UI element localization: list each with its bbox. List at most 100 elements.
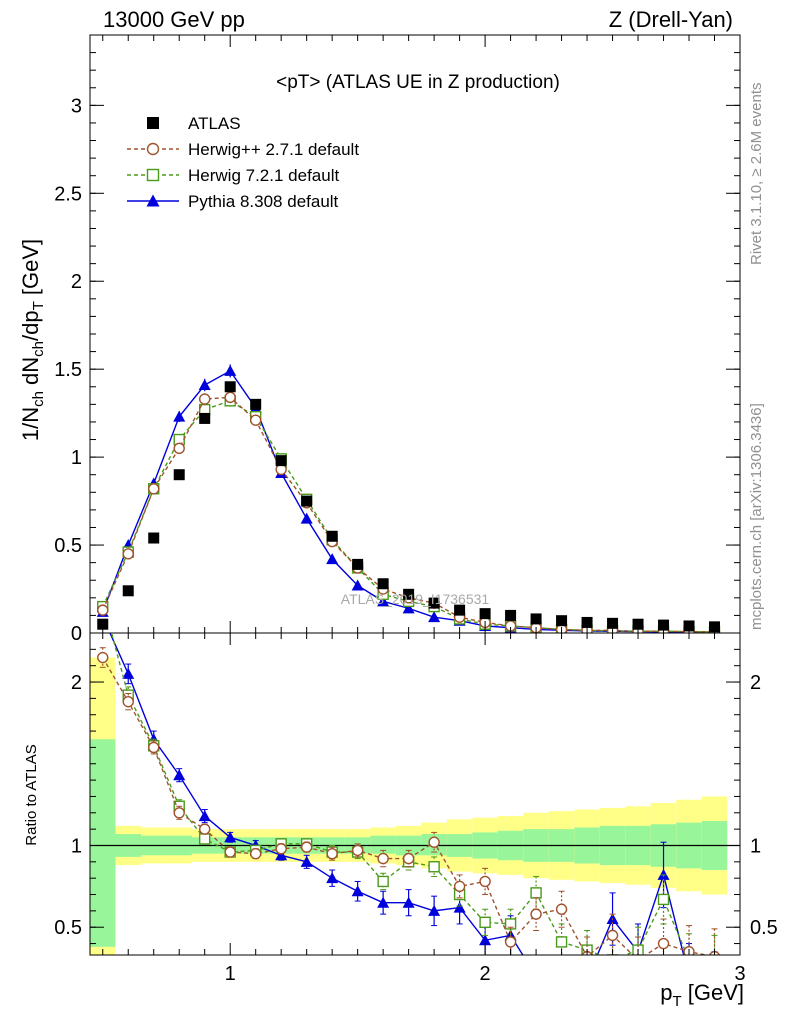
data-point	[224, 391, 236, 404]
data-point	[556, 615, 568, 627]
legend-label: Herwig 7.2.1 default	[188, 166, 339, 185]
ratio-point	[635, 954, 641, 955]
data-point	[581, 616, 593, 628]
ratio-point	[428, 861, 440, 873]
ratio-point	[275, 849, 288, 861]
ratio-point	[122, 695, 134, 708]
data-point	[351, 579, 364, 591]
main-ylabel-sub2: ch	[30, 341, 47, 357]
legend-label: ATLAS	[188, 114, 241, 133]
data-point	[428, 597, 440, 609]
main-title: <pT> (ATLAS UE in Z production)	[276, 72, 560, 93]
main-panel: 0 0.5 1 1.5 2 2.5 3 <pT> (ATLAS UE in Z produc…	[18, 34, 741, 645]
data-point	[632, 618, 644, 630]
data-point	[148, 483, 160, 495]
data-point	[403, 588, 415, 600]
ratio-point	[198, 810, 211, 822]
data-point	[198, 379, 211, 391]
ratio-point	[326, 847, 338, 860]
ratio-point	[710, 958, 720, 968]
ratio-point	[199, 823, 211, 835]
y-tick-label: 0	[71, 623, 82, 645]
ratio-point	[148, 741, 160, 754]
data-point	[479, 608, 491, 620]
ratio-point	[97, 651, 109, 664]
x-tick-label: 2	[480, 963, 491, 985]
y-tick-label: 1.5	[54, 359, 82, 381]
ratio-line	[109, 633, 685, 955]
ratio-point	[453, 880, 466, 893]
data-point	[97, 604, 109, 616]
ratio-point	[377, 875, 389, 888]
ratio-point	[300, 841, 313, 853]
data-point	[97, 618, 109, 630]
ratio-point	[351, 885, 364, 897]
ratio-point	[479, 875, 491, 888]
ratio-point	[530, 970, 542, 981]
data-point	[428, 611, 441, 623]
ratio-point	[479, 934, 492, 946]
data-point	[173, 442, 185, 455]
main-ylabel-sub1: ch	[30, 391, 47, 407]
ratio-point	[683, 954, 695, 955]
y-tick-label-right: 1	[750, 835, 761, 857]
y-tick-label-right: 2	[750, 672, 761, 694]
ratio-series-herwig-2-7-1-default	[97, 647, 720, 955]
ratio-series-layer	[90, 633, 740, 989]
legend-label: Herwig++ 2.7.1 default	[188, 140, 359, 159]
ratio-point	[377, 896, 390, 908]
data-point	[530, 613, 542, 625]
legend-marker	[146, 142, 160, 156]
legend: ATLAS Herwig++ 2.7.1 default Herwig 7.2.1 …	[127, 114, 359, 211]
data-point	[352, 558, 364, 570]
ratio-point	[555, 936, 568, 948]
data-point	[275, 455, 287, 467]
legend-label: Pythia 8.308 default	[188, 192, 339, 211]
legend-marker	[146, 194, 160, 207]
ratio-point	[530, 908, 542, 920]
data-point	[199, 393, 211, 405]
data-point	[173, 410, 186, 422]
ratio-point	[581, 974, 593, 985]
data-point	[658, 619, 670, 631]
mcplots-label: mcplots.cern.ch [arXiv:1306.3436]	[748, 403, 765, 630]
ratio-point	[173, 807, 185, 819]
data-point	[709, 621, 721, 633]
y-tick-label: 2.5	[54, 183, 82, 205]
x-tick-label: 3	[734, 963, 745, 985]
ratio-point	[657, 937, 670, 950]
main-ylabel-sub3: T	[30, 301, 47, 310]
data-point	[300, 512, 313, 524]
ratio-ticks: 0.5 1 2 0.5 1 2 1 2 3	[54, 633, 778, 985]
main-ylabel-unit: [GeV]	[18, 239, 43, 301]
ratio-point	[173, 769, 186, 781]
watermark: ATLAS_2019_I1736531	[341, 591, 490, 607]
ratio-frame	[89, 632, 741, 956]
data-point	[377, 595, 390, 607]
data-point	[402, 602, 415, 614]
data-point	[326, 530, 338, 542]
main-ylabel-mid2: /dp	[18, 310, 43, 341]
ratio-ylabel: Ratio to ATLAS	[23, 744, 40, 845]
data-point	[249, 414, 262, 426]
ratio-point	[479, 916, 491, 929]
legend-marker	[147, 117, 159, 129]
ratio-point	[402, 896, 415, 908]
y-tick-label: 1	[71, 447, 82, 469]
x-axis-label-unit: [GeV]	[682, 980, 744, 1005]
ratio-point	[224, 846, 236, 858]
ratio-point	[556, 978, 568, 989]
rivet-label: Rivet 3.1.10, ≥ 2.6M events	[748, 83, 765, 266]
data-point	[454, 604, 466, 616]
data-point	[683, 620, 695, 632]
ratio-point	[428, 904, 441, 916]
ratio-point	[530, 887, 542, 899]
y-tick-label: 2	[71, 271, 82, 293]
ratio-point	[249, 847, 262, 860]
y-tick-label: 1	[71, 835, 82, 857]
x-tick-label: 1	[225, 963, 236, 985]
uncertainty-band-inner	[370, 835, 396, 854]
ratio-point	[275, 843, 287, 855]
header-left: 13000 GeV pp	[103, 7, 245, 32]
